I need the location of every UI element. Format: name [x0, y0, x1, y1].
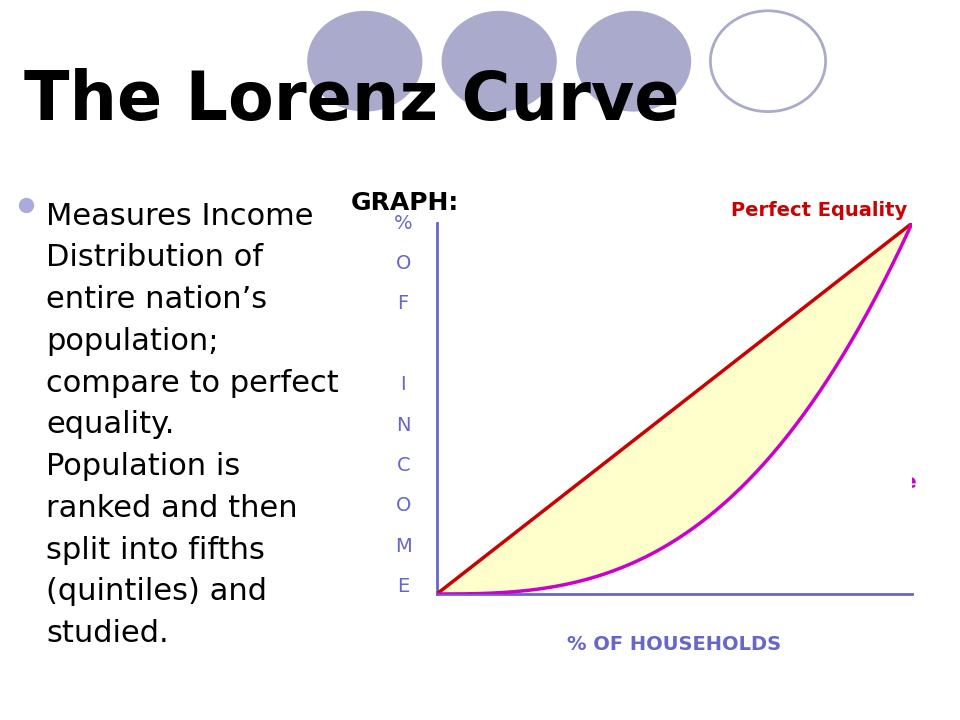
Text: E: E [397, 577, 409, 596]
Text: GRAPH:: GRAPH: [350, 191, 459, 215]
Text: population;: population; [46, 327, 219, 356]
Text: entire nation’s: entire nation’s [46, 285, 267, 314]
Text: O: O [396, 254, 411, 273]
Text: split into fifths: split into fifths [46, 536, 265, 564]
Text: studied.: studied. [46, 619, 169, 648]
Text: I: I [400, 375, 406, 395]
Text: Population is: Population is [46, 452, 240, 481]
Text: C: C [396, 456, 410, 475]
Text: The Lorenz Curve: The Lorenz Curve [24, 68, 680, 135]
Text: Lorenz Curve: Lorenz Curve [772, 473, 917, 492]
Text: %: % [394, 214, 413, 233]
Text: M: M [395, 536, 412, 556]
Text: % OF HOUSEHOLDS: % OF HOUSEHOLDS [567, 635, 781, 654]
Text: Income Gap: Income Gap [655, 381, 789, 480]
Text: equality.: equality. [46, 410, 175, 439]
Ellipse shape [576, 11, 691, 112]
Ellipse shape [307, 11, 422, 112]
Text: Perfect Equality: Perfect Equality [731, 201, 907, 220]
Text: compare to perfect: compare to perfect [46, 369, 339, 397]
Ellipse shape [710, 11, 826, 112]
Text: O: O [396, 496, 411, 516]
Text: Measures Income: Measures Income [46, 202, 314, 230]
Text: F: F [397, 294, 409, 313]
Text: Distribution of: Distribution of [46, 243, 263, 272]
Text: N: N [396, 415, 411, 435]
Text: ranked and then: ranked and then [46, 494, 298, 523]
Ellipse shape [442, 11, 557, 112]
Text: (quintiles) and: (quintiles) and [46, 577, 267, 606]
